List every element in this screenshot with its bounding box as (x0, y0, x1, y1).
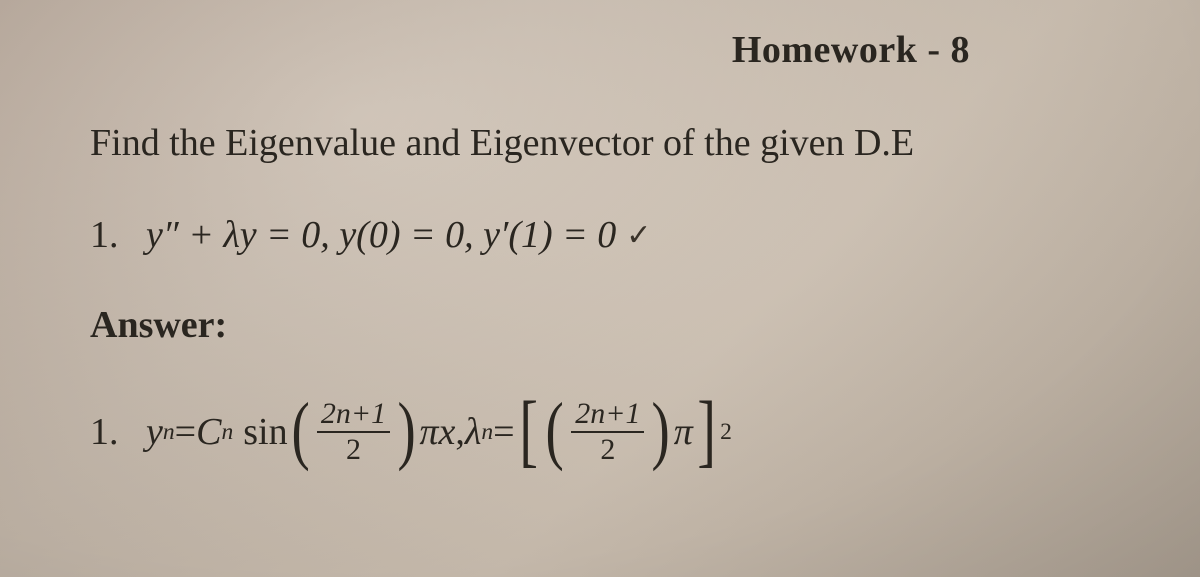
comma: , (455, 410, 465, 454)
exponent-2: 2 (720, 419, 732, 446)
answer-number: 1. (90, 410, 146, 454)
pi-1: π (419, 410, 438, 454)
frac2-bot: 2 (596, 435, 619, 465)
frac1-top: 2n+1 (317, 399, 390, 429)
frac2-top: 2n+1 (571, 399, 644, 429)
check-icon: ✓ (626, 218, 651, 253)
sub-n-2: n (221, 419, 233, 446)
problem-equation: y″ + λy = 0, y(0) = 0, y′(1) = 0 (146, 213, 616, 257)
fraction-2: 2n+1 2 (571, 399, 644, 465)
bc1-text: y(0) = 0, (339, 214, 483, 256)
problem-1: 1. y″ + λy = 0, y(0) = 0, y′(1) = 0 ✓ (90, 213, 1130, 257)
answer-expression: yn = Cn sin ( 2n+1 2 ) πx , λn = [ ( 2n+… (146, 399, 732, 465)
frac1-bot: 2 (342, 435, 365, 465)
func-sin: sin (243, 410, 287, 454)
answer-heading: Answer: (90, 303, 1130, 347)
var-lambda: λ (465, 410, 481, 454)
page-title: Homework - 8 (90, 28, 1130, 72)
eq-sign-2: = (493, 410, 514, 454)
var-y: y (146, 410, 163, 454)
eq-sign-1: = (175, 410, 196, 454)
problem-number: 1. (90, 213, 146, 257)
bc2-text: y′(1) = 0 (483, 214, 616, 256)
problem-prompt: Find the Eigenvalue and Eigenvector of t… (90, 118, 1130, 169)
var-x: x (439, 410, 456, 454)
var-C: C (196, 410, 221, 454)
fraction-1: 2n+1 2 (317, 399, 390, 465)
homework-page: Homework - 8 Find the Eigenvalue and Eig… (0, 0, 1200, 577)
pi-2: π (674, 410, 693, 454)
ode-text: y″ + λy = 0, (146, 214, 339, 256)
sub-n-1: n (163, 419, 175, 446)
sub-n-3: n (481, 419, 493, 446)
answer-1: 1. yn = Cn sin ( 2n+1 2 ) πx , λn = [ ( (90, 399, 1130, 465)
